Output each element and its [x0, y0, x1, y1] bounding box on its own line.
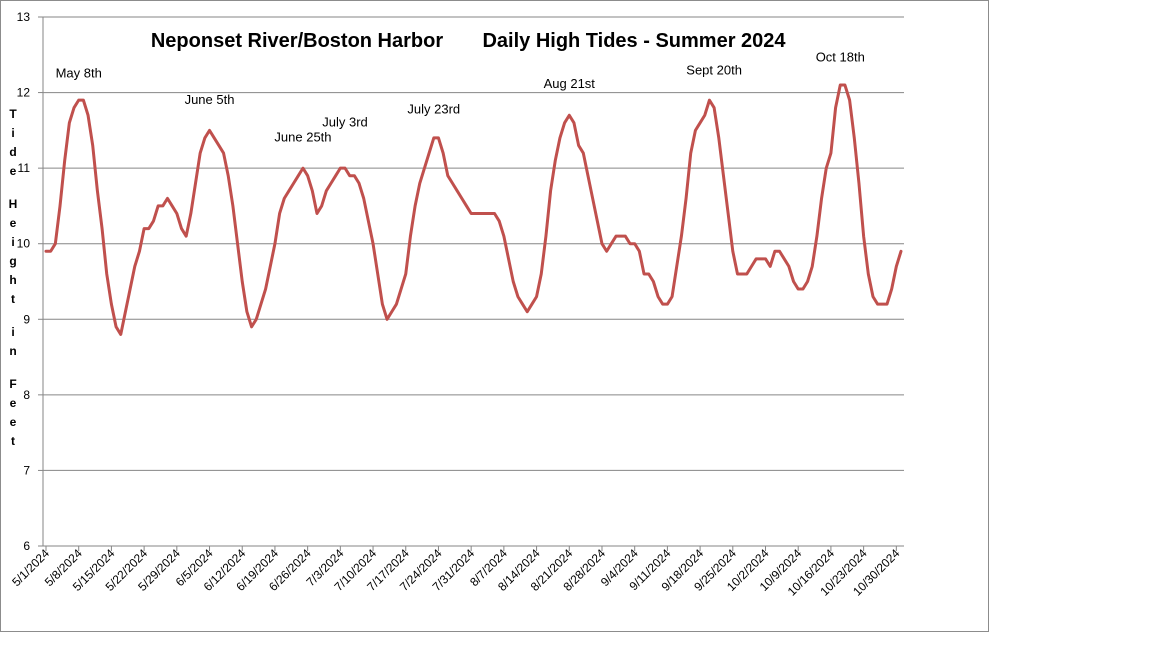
y-axis-label-letter: T: [9, 107, 17, 121]
chart-title-right: Daily High Tides - Summer 2024: [482, 30, 786, 52]
peak-annotation: July 23rd: [407, 102, 460, 117]
y-axis-label-letter: n: [9, 344, 16, 358]
chart-title-left: Neponset River/Boston Harbor: [151, 30, 443, 52]
peak-annotation: Sept 20th: [686, 62, 742, 77]
y-axis-label-letter: t: [11, 292, 15, 306]
y-tick-label: 7: [23, 463, 30, 477]
peak-annotation: Oct 18th: [816, 50, 865, 65]
y-tick-label: 11: [18, 161, 31, 175]
peak-annotation: May 8th: [56, 65, 102, 80]
peak-annotation: July 3rd: [322, 115, 368, 130]
axes: [38, 16, 904, 551]
y-axis-label-letter: d: [9, 145, 16, 159]
y-axis-label-letter: e: [10, 415, 17, 429]
grid-lines: [43, 16, 904, 471]
y-axis-label-letter: H: [9, 197, 18, 211]
x-tick-labels: 5/1/20245/8/20245/15/20245/22/20245/29/2…: [9, 546, 902, 599]
y-tick-label: 13: [17, 10, 31, 24]
y-axis-label-letter: i: [11, 126, 14, 140]
y-axis-label-letter: g: [9, 254, 16, 268]
peak-annotation: June 25th: [274, 130, 331, 145]
y-axis-label-letter: F: [9, 377, 16, 391]
y-tick-label: 9: [23, 312, 30, 326]
y-tick-label: 6: [23, 539, 30, 553]
y-tick-label: 8: [23, 388, 30, 402]
y-axis-label-letter: e: [10, 216, 17, 230]
peak-annotation: June 5th: [185, 92, 235, 107]
chart-frame: [0, 0, 989, 632]
y-axis-label-letter: h: [9, 273, 16, 287]
y-axis-label-letter: e: [10, 164, 17, 178]
y-axis-label-letter: e: [10, 396, 17, 410]
y-tick-label: 12: [17, 86, 31, 100]
series-group: [44, 83, 903, 336]
y-axis-label-letter: t: [11, 434, 15, 448]
tide-series-line: [44, 83, 903, 336]
y-axis-label-letter: i: [11, 325, 14, 339]
y-tick-labels: 6 7 8 9 10 11 12 13: [17, 10, 31, 553]
y-tick-label: 10: [17, 237, 31, 251]
y-axis-label-letter: i: [11, 235, 14, 249]
peak-annotation: Aug 21st: [544, 76, 596, 91]
